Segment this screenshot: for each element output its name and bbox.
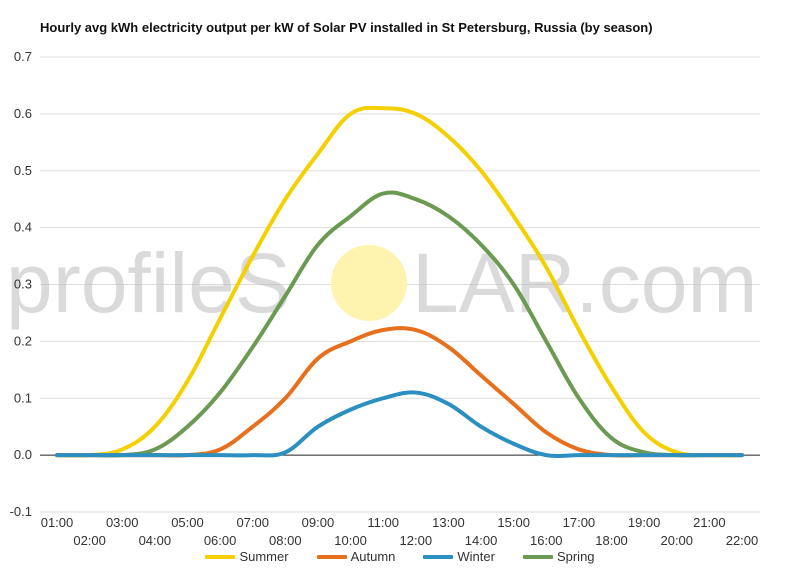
x-tick-label: 07:00 [236,515,269,530]
legend-item-autumn[interactable]: Autumn [316,549,396,564]
x-tick-label: 01:00 [41,515,74,530]
x-tick-label: 20:00 [660,533,693,548]
watermark-text-left: profileS [6,236,291,330]
legend-swatch [423,554,454,559]
y-tick-label: 0.5 [14,163,32,178]
x-tick-label: 02:00 [73,533,106,548]
x-tick-label: 16:00 [530,533,563,548]
y-tick-label: -0.1 [10,504,32,519]
x-tick-label: 17:00 [563,515,596,530]
legend-label: Spring [556,549,595,564]
x-tick-label: 10:00 [334,533,367,548]
legend-label: Autumn [350,549,396,564]
x-tick-label: 15:00 [497,515,530,530]
x-tick-label: 04:00 [139,533,172,548]
watermark: profileS LAR.com [6,236,757,330]
series-lines [55,105,744,459]
y-tick-label: 0.0 [14,447,32,462]
chart-title: Hourly avg kWh electricity output per kW… [40,20,653,35]
x-tick-label: 05:00 [171,515,204,530]
series-line-summer [55,105,744,458]
x-tick-label: 21:00 [693,515,726,530]
series-line-autumn [55,326,744,458]
x-tick-label: 11:00 [367,515,399,530]
x-tick-label: 19:00 [628,515,661,530]
x-tick-label: 06:00 [204,533,237,548]
legend-label: Winter [457,549,495,564]
legend-item-winter[interactable]: Winter [423,549,495,564]
series-line-winter [55,390,744,459]
legend-swatch [522,554,553,559]
y-tick-label: 0.7 [14,49,32,64]
watermark-sun-icon [331,245,407,321]
y-tick-label: 0.3 [14,277,32,292]
y-tick-label: 0.2 [14,333,32,348]
y-tick-label: 0.6 [14,106,32,121]
legend-swatch [316,554,347,559]
legend: Summer Autumn Winter Spring [0,549,800,564]
x-tick-label: 12:00 [400,533,433,548]
x-tick-label: 13:00 [432,515,465,530]
x-tick-label: 22:00 [726,533,759,548]
x-tick-label: 18:00 [595,533,628,548]
x-tick-label: 08:00 [269,533,302,548]
y-tick-label: 0.4 [14,220,32,235]
x-tick-label: 14:00 [465,533,498,548]
y-tick-label: 0.1 [14,390,32,405]
y-axis-ticks: -0.1 0.0 0.1 0.2 0.3 0.4 0.5 0.6 0.7 [10,49,32,519]
series-line-spring [55,190,744,458]
legend-item-summer[interactable]: Summer [205,549,289,564]
legend-item-spring[interactable]: Spring [522,549,595,564]
legend-swatch [205,554,236,559]
x-tick-label: 03:00 [106,515,139,530]
legend-label: Summer [239,549,289,564]
x-tick-label: 09:00 [302,515,335,530]
watermark-text-right: LAR.com [412,236,757,330]
